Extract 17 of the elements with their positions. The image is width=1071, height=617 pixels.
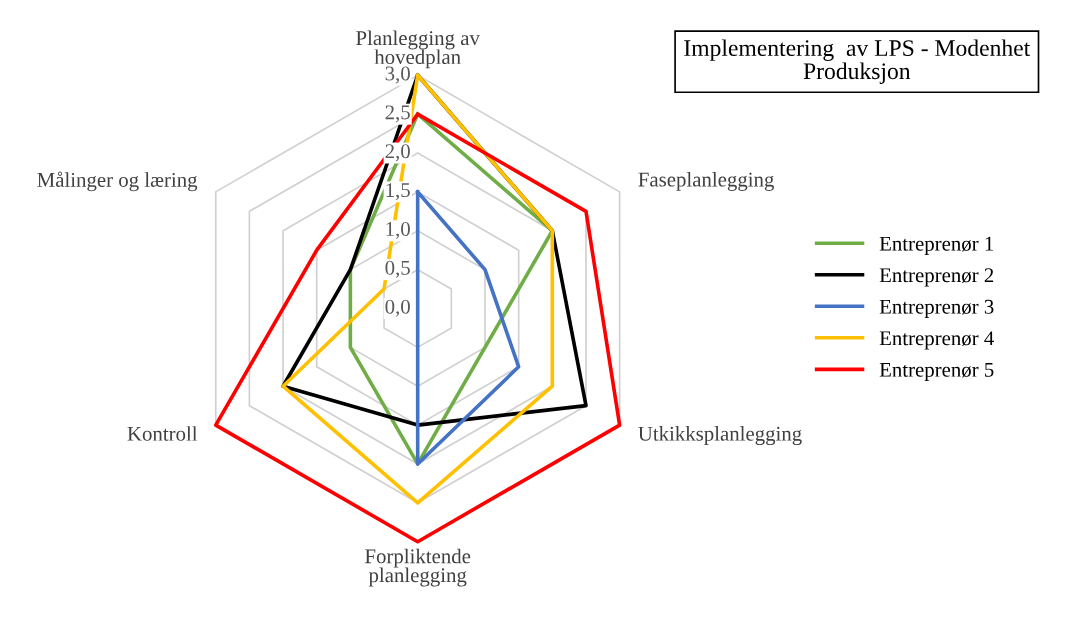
y-tick-label: 2,0 [385, 144, 410, 162]
y-tick-label: 1,0 [386, 221, 410, 239]
legend-label: Entreprenør 1 [879, 236, 994, 255]
legend-label: Entreprenør 5 [879, 362, 994, 382]
spoke-label: Målinger og læring [37, 171, 198, 192]
y-tick-label: 1,5 [386, 183, 410, 201]
legend-label: Entreprenør 2 [879, 268, 994, 287]
y-tick-label: 0,5 [385, 260, 410, 278]
y-tick-label: 0,0 [385, 299, 410, 317]
legend-label: Entreprenør 4 [879, 331, 994, 350]
text: Implementering av LPS - Modenhet Produksjon [684, 39, 1031, 84]
spoke-label: Kontroll [127, 426, 198, 441]
spoke-label: Utkikksplanlegging [638, 426, 802, 446]
spoke-label: Faseplanlegging [638, 171, 774, 191]
spoke-label: Forpliktende planlegging [365, 548, 471, 587]
legend-label: Entreprenør 3 [879, 299, 994, 319]
y-tick-label: 2,5 [385, 105, 410, 123]
